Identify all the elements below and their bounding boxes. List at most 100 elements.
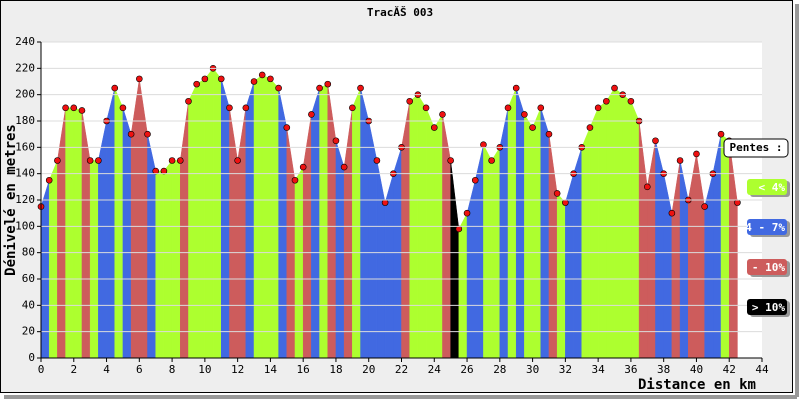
point — [283, 124, 291, 131]
slope-segment — [425, 107, 435, 359]
x-axis-label: Distance en km — [638, 377, 756, 393]
y-tick-label: 240 — [15, 35, 35, 48]
point — [185, 97, 192, 105]
slope-segment — [65, 107, 75, 359]
point — [242, 104, 250, 112]
slope-segment — [319, 83, 329, 359]
y-tick-label: 140 — [15, 167, 35, 180]
x-tick-label: 42 — [723, 363, 736, 376]
x-tick-label: 32 — [559, 363, 572, 376]
y-tick-label: 200 — [15, 88, 35, 101]
slope-segment — [630, 101, 640, 359]
slope-segment — [261, 74, 271, 359]
point — [652, 137, 659, 145]
point — [308, 111, 315, 118]
x-tick-label: 4 — [103, 363, 110, 376]
slope-segment — [245, 81, 255, 359]
point — [439, 111, 446, 118]
chart-title: TracĂŠ 003 — [367, 6, 433, 19]
x-tick-label: 8 — [169, 363, 176, 376]
point — [529, 124, 536, 131]
slope-segment — [368, 120, 378, 359]
point — [693, 150, 700, 158]
slope-segment — [474, 144, 484, 359]
x-tick-label: 44 — [755, 363, 769, 376]
slope-segment — [515, 88, 525, 359]
point — [504, 104, 512, 112]
x-tick-label: 26 — [460, 363, 473, 376]
point — [537, 104, 545, 112]
slope-segment — [581, 127, 591, 359]
x-tick-label: 0 — [38, 363, 45, 376]
x-tick-label: 16 — [297, 363, 310, 376]
slope-segment — [147, 134, 156, 359]
x-tick-label: 10 — [198, 363, 211, 376]
slope-segment — [89, 160, 99, 359]
y-tick-label: 180 — [15, 114, 35, 127]
slope-segment — [98, 120, 107, 359]
point — [86, 157, 94, 164]
y-tick-label: 20 — [22, 325, 35, 338]
x-tick-label: 34 — [592, 363, 606, 376]
x-tick-label: 12 — [231, 363, 244, 376]
slope-segment — [294, 166, 304, 359]
slope-segment — [155, 170, 165, 359]
point — [545, 130, 553, 138]
point — [119, 104, 127, 112]
point — [643, 183, 651, 191]
y-axis-label: Dénivelé en metres — [3, 124, 19, 276]
slope-segment — [171, 160, 181, 359]
slope-segment — [48, 160, 58, 359]
point — [463, 209, 471, 217]
x-tick-label: 36 — [624, 363, 637, 376]
point — [127, 130, 135, 138]
point — [455, 225, 463, 233]
legend-label: > 10% — [752, 301, 785, 314]
point — [275, 84, 282, 92]
point — [447, 157, 454, 164]
point — [594, 104, 602, 112]
slope-segment — [188, 84, 197, 359]
slope-segment — [556, 192, 566, 359]
point — [586, 124, 594, 131]
x-tick-label: 14 — [264, 363, 278, 376]
point — [250, 78, 258, 85]
slope-segment — [212, 67, 222, 359]
x-tick-label: 24 — [428, 363, 442, 376]
point — [480, 141, 487, 148]
legend-label: 7 - 10% — [739, 261, 786, 274]
slope-segment — [122, 107, 132, 359]
point — [373, 157, 381, 164]
point — [201, 75, 209, 83]
legend-swatch — [747, 259, 787, 275]
point — [168, 157, 176, 164]
y-tick-label: 160 — [15, 140, 35, 153]
slope-segment — [507, 87, 517, 359]
point — [299, 163, 307, 171]
point — [332, 137, 340, 145]
plot — [37, 65, 741, 359]
point — [406, 97, 413, 105]
y-tick-label: 80 — [22, 246, 35, 259]
point — [267, 75, 274, 83]
slope-segment — [589, 107, 599, 359]
point — [217, 75, 225, 83]
point — [717, 130, 725, 138]
slope-segment — [720, 133, 730, 359]
slope-segment — [597, 100, 607, 359]
point — [521, 111, 528, 118]
point — [316, 84, 323, 92]
slope-segment — [360, 88, 369, 359]
x-tick-label: 6 — [136, 363, 143, 376]
slope-segment — [106, 88, 115, 359]
legend-swatch — [747, 179, 787, 195]
x-tick-label: 20 — [362, 363, 375, 376]
point — [553, 190, 561, 197]
point — [111, 84, 119, 92]
point — [258, 71, 266, 79]
point — [603, 97, 610, 105]
slope-segment — [540, 107, 550, 359]
y-tick-label: 220 — [15, 61, 35, 74]
point — [471, 176, 479, 184]
